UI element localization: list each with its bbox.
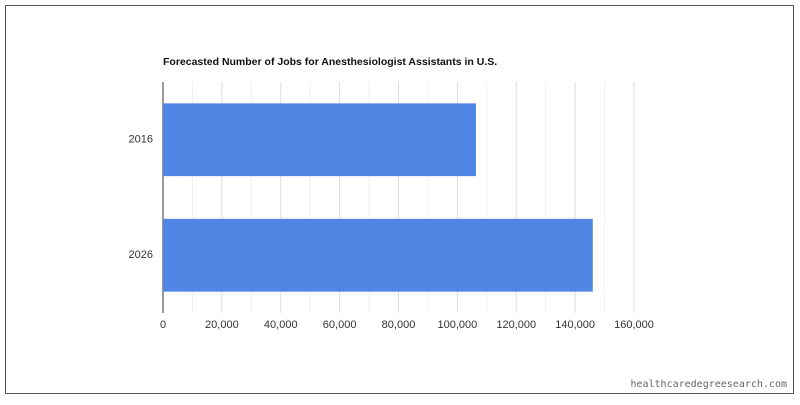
x-tick-label: 40,000 [264, 319, 298, 331]
x-tick-label: 60,000 [323, 319, 357, 331]
y-tick-label: 2016 [129, 134, 153, 146]
y-tick-label: 2026 [129, 249, 153, 261]
chart-title: Forecasted Number of Jobs for Anesthesio… [163, 56, 497, 68]
x-tick-label: 80,000 [382, 319, 416, 331]
frame [5, 5, 794, 394]
x-tick-label: 0 [160, 319, 166, 331]
x-tick-label: 20,000 [205, 319, 239, 331]
x-tick-label: 120,000 [496, 319, 536, 331]
x-tick-label: 160,000 [614, 319, 654, 331]
x-tick-label: 100,000 [437, 319, 477, 331]
bar [163, 218, 593, 292]
watermark: healthcaredegreesearch.com [630, 379, 787, 390]
bar [163, 103, 476, 177]
x-tick-label: 140,000 [555, 319, 595, 331]
